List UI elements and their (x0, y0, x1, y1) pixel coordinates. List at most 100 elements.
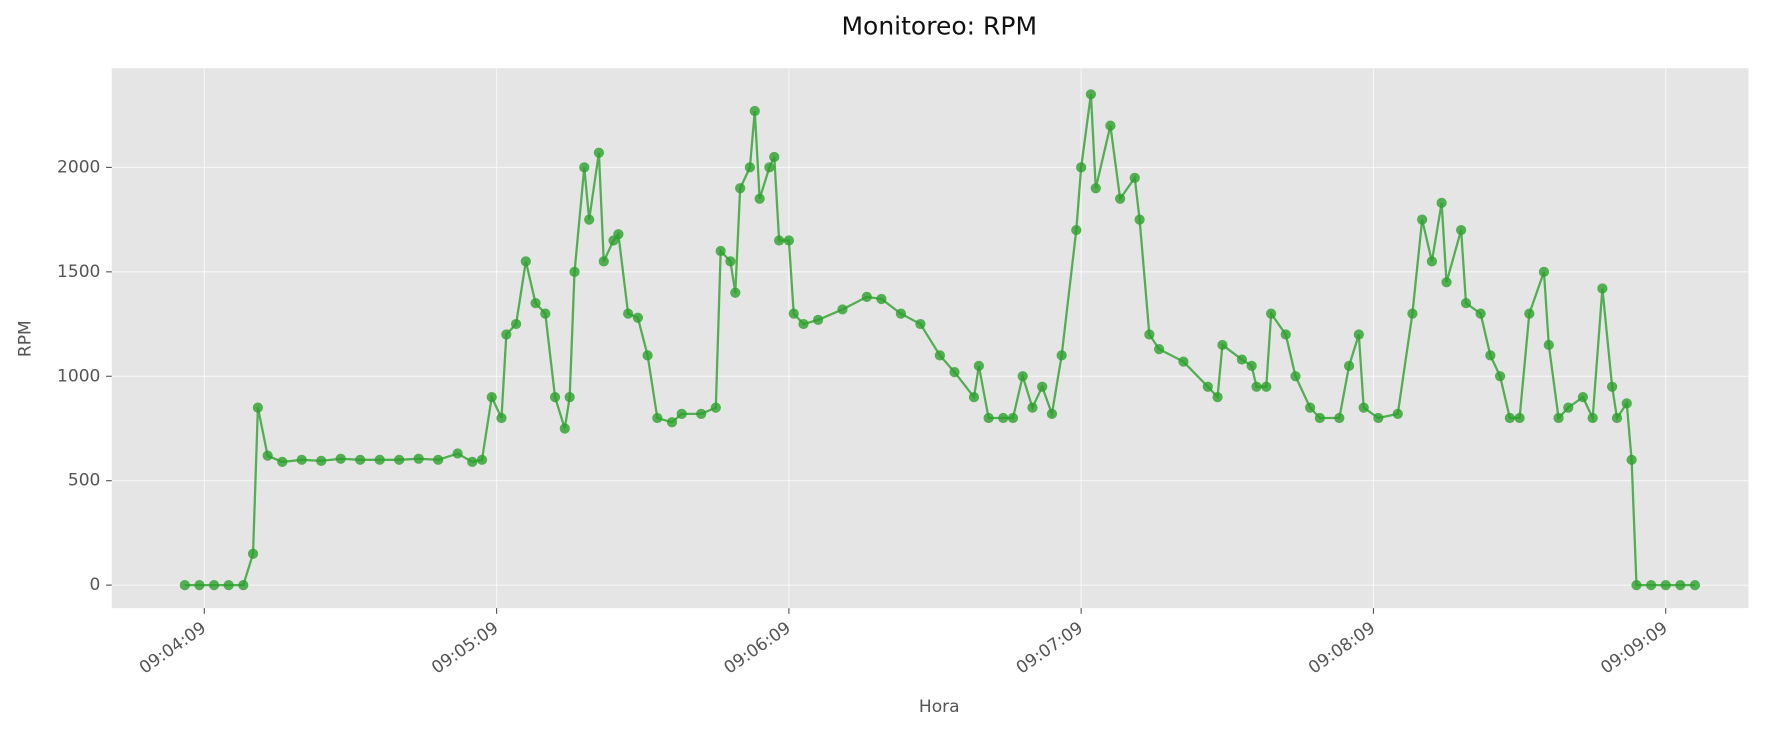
data-point (1417, 214, 1428, 225)
data-point (754, 193, 765, 204)
data-point (394, 454, 405, 465)
data-point (730, 287, 741, 298)
data-point (374, 454, 385, 465)
data-point (1645, 580, 1657, 591)
data-point (1076, 162, 1087, 173)
data-point (584, 214, 595, 225)
data-point (476, 454, 488, 465)
data-point (277, 456, 288, 468)
data-point (1261, 381, 1272, 392)
data-point (208, 580, 220, 591)
data-point (1343, 360, 1355, 371)
data-point (1607, 381, 1618, 392)
x-tick-label: 09:04:09 (136, 618, 210, 678)
data-point (1456, 224, 1467, 236)
data-point (1304, 402, 1316, 413)
data-point (744, 162, 756, 173)
data-point (769, 151, 780, 163)
data-point (812, 314, 824, 325)
data-point (774, 235, 785, 246)
y-tick-label: 0 (90, 575, 101, 595)
data-point (569, 266, 580, 277)
data-point (598, 256, 609, 267)
data-point (1353, 329, 1364, 340)
chart-title: Monitoreo: RPM (841, 11, 1037, 40)
data-point (876, 293, 887, 305)
data-point (764, 162, 775, 173)
data-point (1085, 89, 1097, 100)
data-point (1178, 356, 1189, 367)
data-point (983, 412, 994, 424)
data-point (968, 392, 980, 403)
data-point (1037, 381, 1048, 392)
data-point (1115, 193, 1126, 204)
data-point (1543, 339, 1554, 351)
data-point (1046, 408, 1058, 419)
x-tick-label: 09:05:09 (428, 618, 502, 678)
x-tick-label: 09:08:09 (1305, 618, 1379, 678)
data-point (1090, 183, 1101, 194)
data-point (788, 308, 799, 319)
data-point (1626, 454, 1637, 465)
data-point (666, 417, 678, 428)
data-point (1290, 371, 1301, 382)
data-point (1334, 412, 1345, 424)
data-point (1027, 402, 1038, 413)
data-point (895, 308, 907, 319)
data-point (452, 448, 463, 459)
data-point (837, 304, 848, 315)
data-point (316, 455, 327, 466)
data-point (1153, 344, 1165, 355)
data-point (296, 454, 307, 465)
data-point (510, 318, 522, 330)
data-point (223, 580, 234, 591)
data-point (783, 235, 794, 246)
data-point (1494, 371, 1506, 382)
data-point (915, 318, 926, 330)
data-point (559, 423, 570, 434)
data-point (1017, 371, 1028, 382)
data-point (1475, 308, 1486, 319)
data-point (1144, 329, 1155, 340)
data-point (1460, 298, 1472, 309)
data-point (725, 256, 736, 267)
data-point (623, 308, 634, 319)
data-point (593, 147, 605, 158)
data-point (194, 580, 205, 591)
data-point (1441, 277, 1452, 288)
data-point (1134, 214, 1145, 225)
data-point (540, 308, 551, 319)
data-point (1105, 120, 1116, 131)
data-point (179, 580, 190, 591)
data-point (501, 329, 512, 340)
data-point (433, 454, 444, 465)
data-point (1071, 224, 1082, 236)
data-point (934, 350, 946, 361)
data-point (676, 408, 687, 419)
data-point (652, 412, 663, 424)
data-point (1577, 392, 1589, 403)
data-point (549, 392, 561, 403)
x-tick-label: 09:07:09 (1013, 618, 1087, 678)
data-point (486, 392, 497, 403)
data-point (335, 453, 346, 464)
data-point (1007, 412, 1019, 424)
data-point (998, 412, 1009, 424)
data-point (413, 453, 424, 464)
data-point (1266, 308, 1277, 319)
data-point (1611, 412, 1623, 424)
data-point (1392, 408, 1403, 419)
data-point (262, 450, 273, 461)
data-point (1597, 283, 1608, 294)
y-tick-label: 2000 (57, 157, 100, 177)
y-tick-label: 1500 (57, 262, 100, 282)
data-point (520, 256, 531, 267)
data-point (1426, 256, 1438, 267)
data-point (710, 402, 721, 413)
data-point (1631, 580, 1642, 591)
data-point (1514, 412, 1525, 424)
data-point (1504, 412, 1515, 424)
data-point (1202, 381, 1213, 392)
data-point (1129, 172, 1140, 183)
